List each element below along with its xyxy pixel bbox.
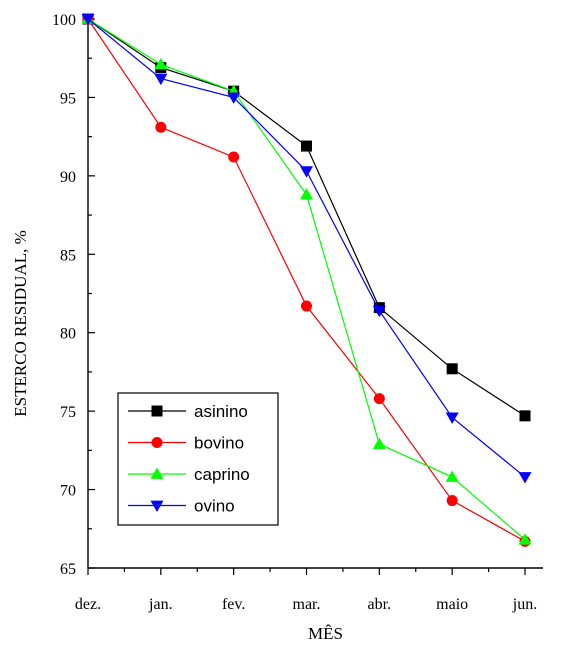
y-tick-label: 80 — [60, 326, 76, 343]
data-point — [445, 412, 459, 424]
legend: asinino bovino caprino ovino — [117, 392, 279, 526]
x-tick-label: fev. — [222, 596, 245, 613]
data-point — [154, 57, 168, 70]
x-tick-label: mar. — [293, 596, 321, 613]
axes: 65 70 75 80 85 90 95 100 dez. jan. fev. mar. abr. mai… — [52, 12, 543, 613]
data-point — [372, 437, 386, 449]
y-tick-label: 65 — [60, 561, 76, 578]
legend-label: bovino — [194, 434, 244, 453]
data-point — [301, 140, 312, 152]
x-tick-label: dez. — [75, 596, 101, 613]
series-layer — [81, 12, 532, 547]
data-point — [228, 151, 240, 163]
x-tick-label: jan. — [148, 596, 173, 613]
y-tick-label: 90 — [60, 169, 76, 186]
series-line-asinino — [87, 18, 526, 417]
y-tick-label: 85 — [60, 247, 76, 264]
data-point — [151, 437, 163, 448]
data-point — [300, 166, 313, 178]
y-tick-label: 100 — [52, 12, 76, 29]
data-point — [81, 14, 95, 26]
y-axis-title: ESTERCO RESIDUAL, % — [11, 230, 30, 417]
data-point — [518, 472, 532, 484]
y-tick-label: 95 — [60, 90, 76, 107]
data-point — [151, 405, 163, 417]
data-point — [445, 470, 459, 482]
x-tick-label: jun. — [512, 596, 537, 613]
y-tick-label: 75 — [60, 404, 76, 421]
data-point — [519, 410, 531, 422]
data-point — [301, 300, 312, 312]
data-point — [154, 73, 168, 86]
legend-label: ovino — [194, 497, 235, 516]
x-tick-label: maio — [436, 596, 468, 613]
data-point — [227, 92, 241, 104]
data-point — [155, 121, 167, 133]
data-point — [373, 393, 385, 405]
legend-box — [117, 392, 279, 526]
y-tick-label: 70 — [60, 483, 76, 500]
legend-label: caprino — [194, 465, 250, 484]
data-point — [446, 363, 458, 375]
legend-label: asinino — [194, 402, 248, 421]
data-point — [372, 305, 386, 318]
data-point — [150, 500, 164, 512]
x-axis-title: MÊS — [308, 624, 343, 643]
data-point — [150, 467, 164, 479]
data-point — [518, 533, 532, 545]
x-tick-label: abr. — [368, 596, 392, 613]
data-point — [300, 188, 313, 200]
data-point — [446, 495, 458, 507]
